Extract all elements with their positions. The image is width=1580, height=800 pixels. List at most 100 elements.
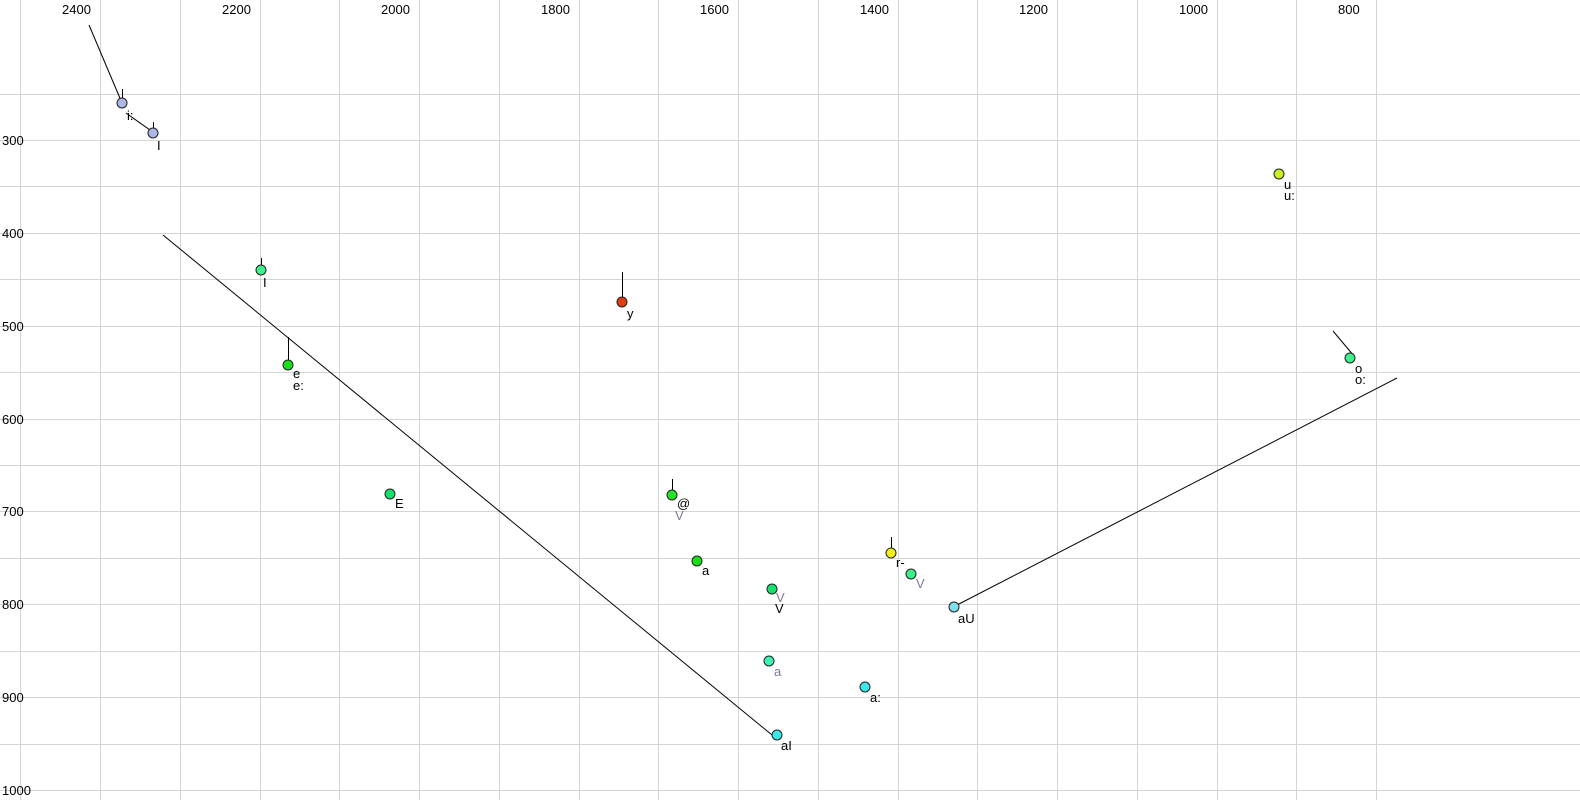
gridline-horizontal-major [0, 140, 1580, 141]
vowel-stem-line [122, 89, 123, 103]
vowel-stem-line [672, 479, 673, 495]
gridline-horizontal-major [0, 326, 1580, 327]
y-tick-label: 700 [2, 504, 24, 519]
vowel-point-label: a: [870, 690, 881, 705]
gridline-horizontal-major [0, 233, 1580, 234]
vowel-point-label: a [774, 664, 782, 679]
gridline-vertical-major [579, 0, 580, 800]
gridline-horizontal-minor [0, 279, 1580, 280]
x-tick-label: 1800 [541, 2, 570, 17]
vowel-stem-line [261, 258, 262, 270]
vowel-point-marker[interactable] [905, 568, 917, 580]
y-tick-label: 500 [2, 319, 24, 334]
vowel-point-label: I [263, 275, 267, 290]
vowel-point-label: V [675, 508, 684, 523]
vowel-point-marker[interactable] [666, 489, 678, 501]
gridline-vertical-minor [658, 0, 659, 800]
vowel-point-marker[interactable] [282, 359, 294, 371]
aU-rising-path [956, 377, 1398, 606]
vowel-point-marker[interactable] [1273, 168, 1285, 180]
x-tick-label: 1400 [860, 2, 889, 17]
vowel-point-label: a [702, 563, 710, 578]
vowel-point-marker[interactable] [948, 601, 960, 613]
vowel-point-label: o [1355, 361, 1363, 376]
vowel-stem-line [288, 337, 289, 365]
y-tick-label: 400 [2, 226, 24, 241]
gridline-horizontal-major [0, 511, 1580, 512]
vowel-point-label: e [293, 366, 301, 381]
y-tick-label: 600 [2, 412, 24, 427]
gridline-vertical-minor [1296, 0, 1297, 800]
vowel-point-marker[interactable] [885, 547, 897, 559]
x-tick-label: 1600 [700, 2, 729, 17]
vowel-point-label: V [775, 601, 784, 616]
x-tick-label: 1200 [1019, 2, 1048, 17]
i-diphthong-path [88, 24, 123, 104]
vowel-point-label: y [627, 306, 634, 321]
vowel-point-label: r- [896, 555, 905, 570]
vowel-point-label: V [916, 576, 925, 591]
gridline-horizontal-major [0, 419, 1580, 420]
vowel-point-marker[interactable] [691, 555, 703, 567]
y-tick-label: 800 [2, 597, 24, 612]
y-tick-label: 1000 [2, 783, 31, 798]
x-tick-label: 1000 [1179, 2, 1208, 17]
gridline-vertical-major [898, 0, 899, 800]
x-tick-label: 2000 [381, 2, 410, 17]
y-tick-label: 300 [2, 133, 24, 148]
gridline-vertical-minor [339, 0, 340, 800]
vowel-point-label: aU [958, 611, 975, 626]
vowel-point-label: e: [293, 378, 304, 393]
gridline-vertical-major [1057, 0, 1058, 800]
vowel-point-marker[interactable] [116, 97, 128, 109]
gridline-vertical-major [419, 0, 420, 800]
gridline-horizontal-minor [0, 465, 1580, 466]
vowel-point-marker[interactable] [859, 681, 871, 693]
vowel-point-marker[interactable] [384, 488, 396, 500]
gridline-horizontal-major [0, 604, 1580, 605]
gridline-horizontal-minor [0, 558, 1580, 559]
y-tick-label: 900 [2, 690, 24, 705]
gridline-vertical-minor [977, 0, 978, 800]
vowel-point-label: I [157, 138, 161, 153]
gridline-horizontal-major [0, 790, 1580, 791]
gridline-vertical-major [738, 0, 739, 800]
vowel-point-label: E [395, 496, 404, 511]
gridline-vertical-minor [499, 0, 500, 800]
gridline-vertical-major [1376, 0, 1377, 800]
vowel-point-marker[interactable] [763, 655, 775, 667]
long-descending-path [162, 234, 773, 736]
vowel-stem-line [891, 537, 892, 553]
gridline-horizontal-minor [0, 651, 1580, 652]
vowel-point-marker[interactable] [771, 729, 783, 741]
gridline-vertical-minor [1137, 0, 1138, 800]
vowel-point-label: @ [677, 496, 691, 511]
x-tick-label: 2200 [222, 2, 251, 17]
gridline-vertical-minor [180, 0, 181, 800]
vowel-point-label: V [776, 590, 785, 605]
vowel-stem-line [622, 272, 623, 302]
x-tick-label: 2400 [62, 2, 91, 17]
vowel-point-label: u: [1284, 188, 1295, 203]
vowel-point-label: u [1284, 177, 1292, 192]
gridline-vertical-minor [20, 0, 21, 800]
x-tick-label: 800 [1338, 2, 1360, 17]
gridline-horizontal-minor [0, 744, 1580, 745]
vowel-point-label: o: [1355, 372, 1366, 387]
gridline-vertical-major [1217, 0, 1218, 800]
vowel-point-marker[interactable] [1344, 352, 1356, 364]
gridline-vertical-major [100, 0, 101, 800]
gridline-vertical-major [260, 0, 261, 800]
gridline-vertical-minor [818, 0, 819, 800]
vowel-point-marker[interactable] [255, 264, 267, 276]
gridline-horizontal-minor [0, 372, 1580, 373]
vowel-point-label: aI [781, 738, 792, 753]
gridline-horizontal-major [0, 697, 1580, 698]
vowel-point-marker[interactable] [766, 583, 778, 595]
gridline-horizontal-minor [0, 94, 1580, 95]
vowel-point-marker[interactable] [616, 296, 628, 308]
vowel-point-label: i: [127, 108, 134, 123]
vowel-point-marker[interactable] [147, 127, 159, 139]
